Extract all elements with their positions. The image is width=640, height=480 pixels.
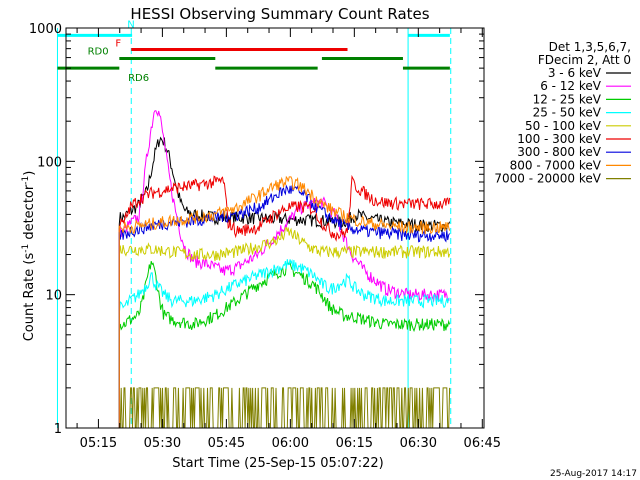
series-line-100-300-kev [118,174,451,428]
axes [65,27,485,429]
series-group [118,110,451,429]
series-line-6-12-kev [118,110,450,428]
legend-label-6-12-kev: 6 - 12 keV [540,79,602,93]
state-label-f: F [115,38,121,49]
legend-label-100-300-kev: 100 - 300 keV [517,132,601,146]
y-tick-labels: 1 10 100 1000 [29,22,62,437]
y-axis-label-mid: detector [22,184,37,244]
legend-label-3-6-kev: 3 - 6 keV [548,66,602,80]
legend-label-7000-20000-kev: 7000 - 20000 keV [494,172,601,186]
legend-label-25-50-kev: 25 - 50 keV [533,106,602,120]
plot-background [66,28,484,428]
series-line-3-6-kev [118,136,451,428]
plot-area [66,28,484,428]
legend-label-300-800-kev: 300 - 800 keV [517,145,601,159]
x-tick-labels: 05:15 05:30 05:45 06:00 06:15 06:30 06:45 [80,436,501,451]
series-line-25-50-kev [118,258,450,428]
y-tick-label: 10 [45,289,62,304]
series-line-12-25-kev [118,260,451,428]
x-tick-label: 05:15 [80,436,117,451]
x-tick-label: 06:00 [272,436,309,451]
axes-frame [65,27,485,429]
state-label-n: N [127,19,134,30]
y-axis-label: Count Rate (s-1 detector-1) [21,171,37,342]
state-label-rd0: RD0 [88,47,109,58]
series-line-800-7000-kev [118,175,451,428]
x-axis-label: Start Time (25-Sep-15 05:07:22) [172,456,383,471]
y-axis-label-sup2: -1 [21,176,31,185]
y-tick-label: 1000 [29,22,62,37]
y-tick-label: 1 [54,422,62,437]
y-axis-label-sup: -1 [21,244,31,253]
legend-label-50-100-kev: 50 - 100 keV [525,119,602,133]
legend: Det 1,3,5,6,7, FDecim 2, Att 0 3 - 6 keV… [494,40,631,186]
legend-header-2: FDecim 2, Att 0 [538,53,631,67]
x-tick-label: 05:30 [144,436,181,451]
x-tick-label: 06:30 [400,436,437,451]
y-axis-label-main: Count Rate (s [22,253,37,342]
state-label-rd6: RD6 [128,73,149,84]
x-tick-label: 05:45 [208,436,245,451]
y-axis-label-close: ) [22,171,37,176]
x-tick-label: 06:45 [464,436,501,451]
legend-label-800-7000-kev: 800 - 7000 keV [510,158,602,172]
legend-label-12-25-kev: 12 - 25 keV [533,92,602,106]
timestamp-footer: 25-Aug-2017 14:17 [550,469,637,479]
legend-header-1: Det 1,3,5,6,7, [549,40,631,54]
series-line-50-100-kev [118,227,451,428]
chart-title: HESSI Observing Summary Count Rates [130,5,429,23]
x-tick-label: 06:15 [336,436,373,451]
y-tick-label: 100 [37,155,62,170]
state-bars: NF RD0 RD6 [57,19,450,84]
